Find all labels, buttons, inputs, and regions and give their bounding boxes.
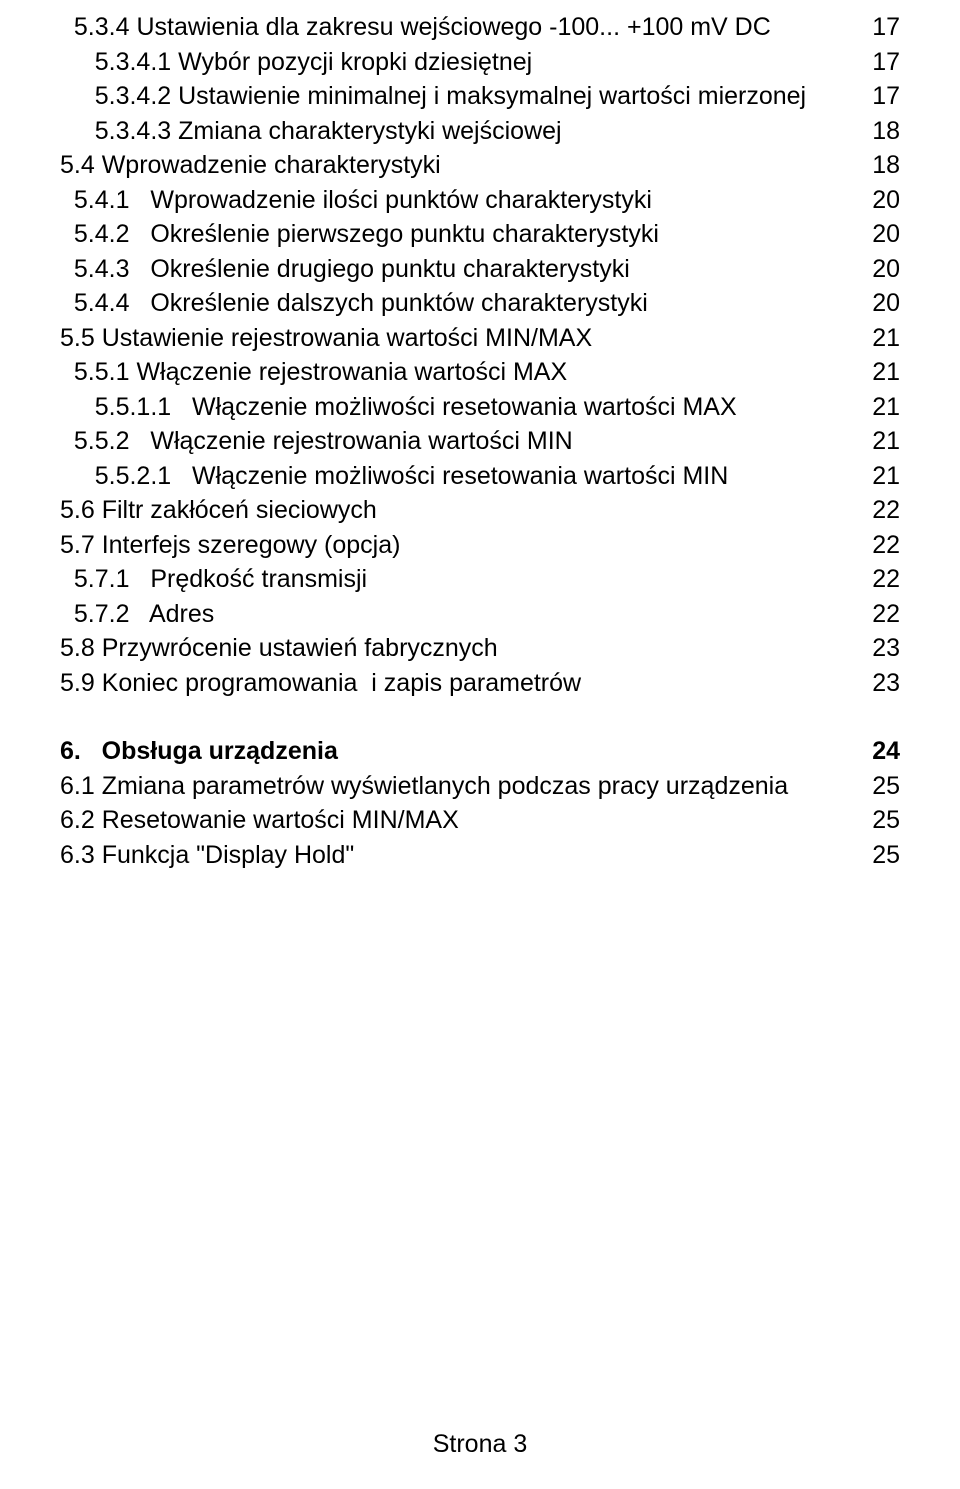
toc-page-number: 21 xyxy=(860,424,900,459)
toc-row: 5.5.2 Włączenie rejestrowania wartości M… xyxy=(60,424,900,459)
toc-row: 5.7 Interfejs szeregowy (opcja) 22 xyxy=(60,528,900,563)
toc-title: 5.4.1 Wprowadzenie ilości punktów charak… xyxy=(60,183,652,218)
toc-page-number: 22 xyxy=(860,493,900,528)
toc-page-number: 20 xyxy=(860,183,900,218)
toc-page-number: 18 xyxy=(860,148,900,183)
toc-title: 6. Obsługa urządzenia xyxy=(60,734,338,769)
toc-title: 5.5.2.1 Włączenie możliwości resetowania… xyxy=(60,459,728,494)
toc-page-number: 23 xyxy=(860,631,900,666)
toc-row: 6.2 Resetowanie wartości MIN/MAX 25 xyxy=(60,803,900,838)
toc-title: 5.5.2 Włączenie rejestrowania wartości M… xyxy=(60,424,573,459)
toc-title: 5.6 Filtr zakłóceń sieciowych xyxy=(60,493,377,528)
toc-page-number: 22 xyxy=(860,562,900,597)
toc-title: 5.5 Ustawienie rejestrowania wartości MI… xyxy=(60,321,592,356)
toc-row: 5.3.4.2 Ustawienie minimalnej i maksymal… xyxy=(60,79,900,114)
toc-row: 5.8 Przywrócenie ustawień fabrycznych 23 xyxy=(60,631,900,666)
toc-page-number: 25 xyxy=(860,838,900,873)
toc-page-number: 22 xyxy=(860,528,900,563)
toc-row: 5.4.4 Określenie dalszych punktów charak… xyxy=(60,286,900,321)
toc-page-number: 18 xyxy=(860,114,900,149)
toc-page-number: 24 xyxy=(860,734,900,769)
blank-line xyxy=(60,700,900,734)
toc-page-number: 25 xyxy=(860,803,900,838)
toc-title: 5.3.4 Ustawienia dla zakresu wejściowego… xyxy=(60,10,771,45)
toc-title: 5.9 Koniec programowania i zapis paramet… xyxy=(60,666,581,701)
toc-row: 5.7.1 Prędkość transmisji 22 xyxy=(60,562,900,597)
toc-row: 5.5.1.1 Włączenie możliwości resetowania… xyxy=(60,390,900,425)
toc-title: 5.5.1.1 Włączenie możliwości resetowania… xyxy=(60,390,737,425)
toc-page-number: 21 xyxy=(860,321,900,356)
toc-row: 5.5.2.1 Włączenie możliwości resetowania… xyxy=(60,459,900,494)
toc-row: 5.5.1 Włączenie rejestrowania wartości M… xyxy=(60,355,900,390)
toc-title: 5.4 Wprowadzenie charakterystyki xyxy=(60,148,441,183)
toc-row: 6. Obsługa urządzenia 24 xyxy=(60,734,900,769)
toc-title: 5.3.4.1 Wybór pozycji kropki dziesiętnej xyxy=(60,45,532,80)
toc-row: 6.3 Funkcja "Display Hold" 25 xyxy=(60,838,900,873)
toc-page-number: 17 xyxy=(860,45,900,80)
page-footer: Strona 3 xyxy=(0,1430,960,1459)
toc-page-number: 21 xyxy=(860,459,900,494)
toc-title: 5.7.1 Prędkość transmisji xyxy=(60,562,367,597)
toc-page-number: 21 xyxy=(860,355,900,390)
toc-title: 6.3 Funkcja "Display Hold" xyxy=(60,838,354,873)
toc-row: 5.3.4 Ustawienia dla zakresu wejściowego… xyxy=(60,10,900,45)
toc-title: 5.4.4 Określenie dalszych punktów charak… xyxy=(60,286,648,321)
toc-row: 5.5 Ustawienie rejestrowania wartości MI… xyxy=(60,321,900,356)
toc-page-number: 22 xyxy=(860,597,900,632)
toc-page-number: 20 xyxy=(860,217,900,252)
toc-title: 5.7.2 Adres xyxy=(60,597,214,632)
toc-row: 5.3.4.3 Zmiana charakterystyki wejściowe… xyxy=(60,114,900,149)
toc-title: 6.1 Zmiana parametrów wyświetlanych podc… xyxy=(60,769,788,804)
toc-row: 5.4.2 Określenie pierwszego punktu chara… xyxy=(60,217,900,252)
toc-title: 5.5.1 Włączenie rejestrowania wartości M… xyxy=(60,355,567,390)
toc-row: 5.4.1 Wprowadzenie ilości punktów charak… xyxy=(60,183,900,218)
document-page: 5.3.4 Ustawienia dla zakresu wejściowego… xyxy=(0,0,960,1489)
toc-title: 6.2 Resetowanie wartości MIN/MAX xyxy=(60,803,459,838)
toc-row: 5.4.3 Określenie drugiego punktu charakt… xyxy=(60,252,900,287)
toc-row: 5.3.4.1 Wybór pozycji kropki dziesiętnej… xyxy=(60,45,900,80)
toc-title: 5.3.4.2 Ustawienie minimalnej i maksymal… xyxy=(60,79,806,114)
toc-page-number: 25 xyxy=(860,769,900,804)
toc-row: 5.6 Filtr zakłóceń sieciowych 22 xyxy=(60,493,900,528)
toc-title: 5.7 Interfejs szeregowy (opcja) xyxy=(60,528,400,563)
table-of-contents: 5.3.4 Ustawienia dla zakresu wejściowego… xyxy=(60,10,900,872)
toc-row: 5.4 Wprowadzenie charakterystyki 18 xyxy=(60,148,900,183)
toc-page-number: 21 xyxy=(860,390,900,425)
toc-page-number: 20 xyxy=(860,286,900,321)
toc-title: 5.4.2 Określenie pierwszego punktu chara… xyxy=(60,217,659,252)
toc-title: 5.3.4.3 Zmiana charakterystyki wejściowe… xyxy=(60,114,562,149)
toc-page-number: 20 xyxy=(860,252,900,287)
toc-row: 6.1 Zmiana parametrów wyświetlanych podc… xyxy=(60,769,900,804)
toc-title: 5.4.3 Określenie drugiego punktu charakt… xyxy=(60,252,630,287)
toc-row: 5.9 Koniec programowania i zapis paramet… xyxy=(60,666,900,701)
toc-row: 5.7.2 Adres 22 xyxy=(60,597,900,632)
toc-page-number: 23 xyxy=(860,666,900,701)
toc-title: 5.8 Przywrócenie ustawień fabrycznych xyxy=(60,631,498,666)
toc-page-number: 17 xyxy=(860,10,900,45)
toc-page-number: 17 xyxy=(860,79,900,114)
